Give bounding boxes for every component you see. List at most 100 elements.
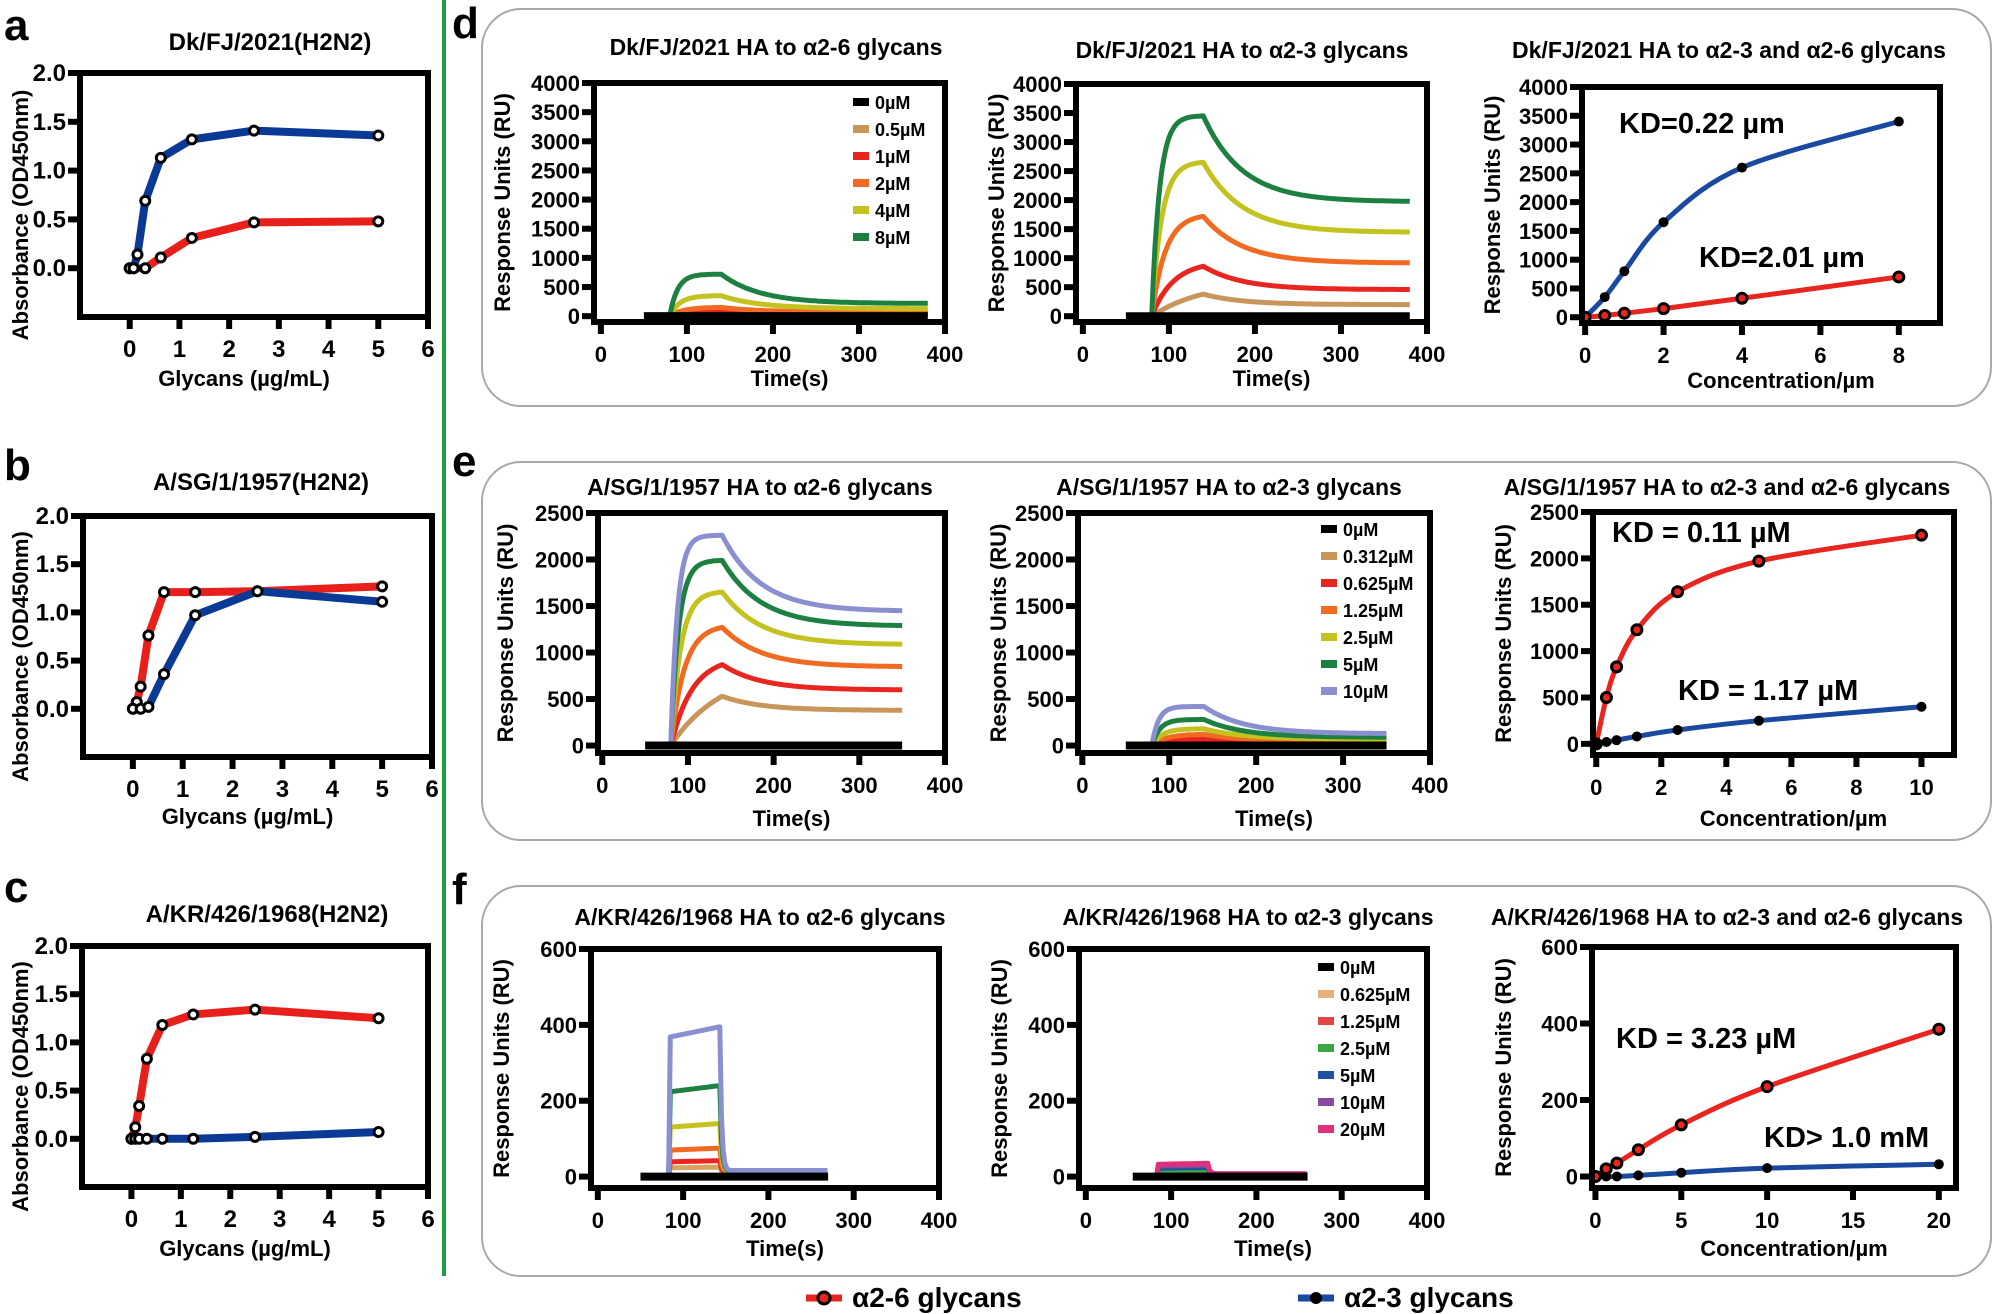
data-point bbox=[372, 215, 385, 228]
legend-swatch bbox=[1318, 1098, 1334, 1106]
x-tick-label: 5 bbox=[375, 776, 388, 803]
x-tick-label: 0 bbox=[1589, 1208, 1601, 1233]
data-point bbox=[1631, 1143, 1645, 1157]
series-line bbox=[1150, 291, 1411, 319]
y-tick-label: 600 bbox=[1541, 935, 1578, 960]
legend-swatch bbox=[1318, 1071, 1334, 1079]
data-point bbox=[1633, 1170, 1644, 1181]
y-tick-label: 200 bbox=[1541, 1088, 1578, 1113]
data-point bbox=[139, 262, 152, 275]
chart-title: A/KR/426/1968 HA to α2-3 and α2-6 glycan… bbox=[1491, 904, 1963, 930]
data-point bbox=[1611, 1171, 1622, 1182]
y-tick-label: 1500 bbox=[1015, 594, 1064, 619]
data-point bbox=[1933, 1159, 1944, 1170]
x-axis-label: Glycans (µg/mL) bbox=[162, 804, 334, 829]
y-axis-label: Absorbance (OD450nm) bbox=[8, 90, 33, 341]
y-tick-label: 2000 bbox=[1519, 190, 1568, 215]
series-line bbox=[667, 271, 929, 317]
data-point bbox=[142, 629, 155, 642]
series-line bbox=[1149, 159, 1411, 317]
x-tick-label: 200 bbox=[1237, 342, 1274, 367]
legend-label: 5µM bbox=[1343, 655, 1378, 675]
plot-frame bbox=[591, 80, 948, 325]
x-tick-label: 6 bbox=[425, 776, 438, 803]
data-point bbox=[154, 251, 167, 264]
chart-title: Dk/FJ/2021 HA to α2-6 glycans bbox=[610, 34, 943, 60]
y-axis-label: Response Units (RU) bbox=[490, 93, 515, 312]
plot-frame bbox=[588, 946, 942, 1191]
data-point bbox=[158, 668, 171, 681]
data-point bbox=[189, 586, 202, 599]
x-tick-label: 0 bbox=[1080, 1208, 1092, 1233]
y-tick-label: 600 bbox=[540, 937, 577, 962]
x-axis-label: Glycans (µg/mL) bbox=[159, 1236, 331, 1261]
y-axis-label: Response Units (RU) bbox=[984, 94, 1009, 313]
x-tick-label: 100 bbox=[1153, 1208, 1190, 1233]
y-tick-label: 1000 bbox=[1530, 639, 1579, 664]
x-axis-label: Glycans (µg/mL) bbox=[158, 366, 330, 391]
chart-f-9: A/KR/426/1968 HA to α2-6 glycans Time(s) R… bbox=[489, 904, 958, 1261]
chart-b-1: A/SG/1/1957(H2N2) Glycans (µg/mL) Absorban… bbox=[8, 469, 439, 829]
x-tick-label: 10 bbox=[1909, 775, 1933, 800]
y-tick-label: 500 bbox=[1025, 275, 1062, 300]
data-point bbox=[1671, 585, 1685, 599]
x-tick-label: 6 bbox=[421, 336, 434, 363]
data-point bbox=[140, 1132, 153, 1145]
x-tick-label: 100 bbox=[669, 342, 706, 367]
y-tick-label: 0.5 bbox=[36, 648, 69, 675]
x-tick-label: 10 bbox=[1755, 1208, 1779, 1233]
panel-label-d: d bbox=[452, 0, 479, 48]
y-tick-label: 2500 bbox=[1015, 501, 1064, 526]
data-point bbox=[376, 580, 389, 593]
data-point bbox=[1914, 528, 1928, 542]
plot-frame bbox=[79, 943, 431, 1190]
legend-label: 0.625µM bbox=[1340, 985, 1410, 1005]
series-line bbox=[668, 693, 903, 747]
chart-a-0: Dk/FJ/2021(H2N2) Glycans (µg/mL) Absorbanc… bbox=[8, 29, 435, 391]
y-axis-label: Absorbance (OD450nm) bbox=[8, 961, 33, 1212]
y-tick-label: 1000 bbox=[1013, 246, 1062, 271]
chart-title: A/KR/426/1968 HA to α2-3 glycans bbox=[1062, 904, 1433, 930]
legend-item-a26: α2-6 glycans bbox=[806, 1282, 1022, 1314]
chart-c-2: A/KR/426/1968(H2N2) Glycans (µg/mL) Absorb… bbox=[8, 901, 435, 1261]
data-point bbox=[129, 1121, 142, 1134]
legend-swatch bbox=[1318, 1017, 1334, 1025]
y-axis-label: Response Units (RU) bbox=[987, 959, 1012, 1178]
data-point bbox=[142, 700, 155, 713]
legend-label: 1.25µM bbox=[1340, 1012, 1400, 1032]
y-tick-label: 200 bbox=[540, 1089, 577, 1114]
legend-label: 1µM bbox=[875, 147, 910, 167]
y-tick-label: 2.0 bbox=[35, 933, 68, 960]
x-tick-label: 400 bbox=[1412, 773, 1449, 798]
y-tick-label: 0.0 bbox=[33, 255, 66, 282]
series-line bbox=[666, 1024, 829, 1177]
x-tick-label: 5 bbox=[1675, 1208, 1687, 1233]
y-tick-label: 0.0 bbox=[35, 1126, 68, 1153]
panel-f-frame bbox=[481, 885, 1992, 1277]
chart-title: A/KR/426/1968 HA to α2-6 glycans bbox=[574, 904, 945, 930]
y-tick-label: 0 bbox=[565, 1165, 577, 1190]
data-point bbox=[156, 1019, 169, 1032]
x-tick-label: 400 bbox=[1409, 1208, 1446, 1233]
series-line bbox=[668, 557, 903, 746]
data-point bbox=[1610, 1156, 1624, 1170]
data-point bbox=[1753, 715, 1764, 726]
x-axis-label: Concentration/µm bbox=[1687, 368, 1874, 393]
legend-swatch bbox=[853, 98, 869, 106]
x-axis-label: Concentration/µm bbox=[1700, 1236, 1887, 1261]
legend-swatch bbox=[1318, 1125, 1334, 1133]
y-tick-label: 3500 bbox=[1519, 104, 1568, 129]
y-axis-label: Response Units (RU) bbox=[489, 959, 514, 1178]
legend-swatch bbox=[1321, 687, 1337, 695]
y-tick-label: 1500 bbox=[531, 217, 580, 242]
x-tick-label: 4 bbox=[1720, 775, 1733, 800]
data-point bbox=[1932, 1022, 1946, 1036]
x-tick-label: 200 bbox=[1238, 1208, 1275, 1233]
panel-label-c: c bbox=[4, 863, 29, 912]
data-point bbox=[185, 231, 198, 244]
x-tick-label: 4 bbox=[326, 776, 340, 803]
legend-label: 0µM bbox=[1343, 520, 1378, 540]
legend-marker-filled-icon bbox=[1298, 1292, 1334, 1304]
x-tick-label: 1 bbox=[173, 336, 186, 363]
legend-swatch bbox=[853, 233, 869, 241]
